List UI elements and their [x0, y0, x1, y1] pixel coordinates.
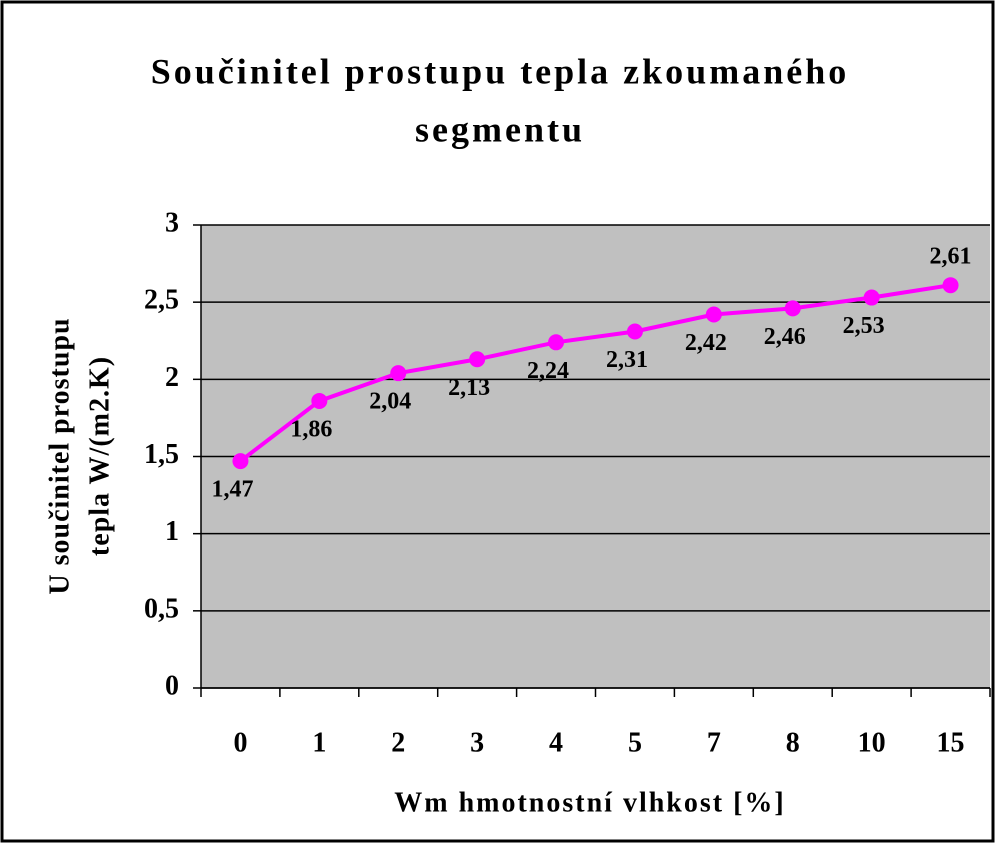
data-point [784, 300, 801, 317]
data-label: 1,47 [211, 477, 253, 503]
y-tick-label: 0 [165, 670, 179, 701]
data-label: 2,61 [930, 244, 972, 270]
x-tick-label: 4 [549, 727, 563, 758]
data-label: 2,46 [764, 324, 806, 350]
data-point [311, 392, 328, 409]
data-label: 2,04 [369, 389, 411, 415]
y-tick-label: 0,5 [144, 593, 179, 624]
x-axis-title: Wm hmotnostní vlhkost [%] [394, 787, 785, 818]
data-point [390, 365, 407, 382]
data-label: 2,31 [606, 347, 648, 373]
data-point [548, 334, 565, 351]
chart-title: Součinitel prostupu tepla zkoumaného [151, 51, 849, 91]
x-tick-label: 7 [707, 727, 721, 758]
x-tick-label: 1 [312, 727, 326, 758]
y-axis-title: U součinitel prostupu [44, 317, 75, 594]
data-label: 2,42 [685, 330, 727, 356]
data-point [626, 323, 643, 340]
x-tick-label: 15 [937, 727, 965, 758]
x-tick-label: 5 [628, 727, 642, 758]
x-tick-label: 2 [391, 727, 405, 758]
data-point [705, 306, 722, 323]
chart-title: segmentu [415, 109, 585, 149]
data-point [942, 277, 959, 294]
series-line [239, 283, 951, 463]
y-tick-label: 2,5 [144, 285, 179, 316]
x-tick-label: 10 [858, 727, 886, 758]
data-label: 2,24 [527, 358, 569, 384]
y-tick-label: 1,5 [144, 439, 179, 470]
data-label: 2,53 [843, 313, 885, 339]
data-point [232, 453, 249, 470]
y-tick-label: 3 [165, 207, 179, 238]
y-tick-label: 2 [165, 362, 179, 393]
data-label: 1,86 [290, 416, 332, 442]
x-tick-label: 0 [233, 727, 247, 758]
y-tick-label: 1 [165, 516, 179, 547]
x-tick-label: 8 [786, 727, 800, 758]
data-point [863, 289, 880, 306]
data-point [469, 351, 486, 368]
x-tick-label: 3 [470, 727, 484, 758]
y-axis-title: tepla W/(m2.K) [84, 356, 115, 556]
data-label: 2,13 [448, 375, 490, 401]
